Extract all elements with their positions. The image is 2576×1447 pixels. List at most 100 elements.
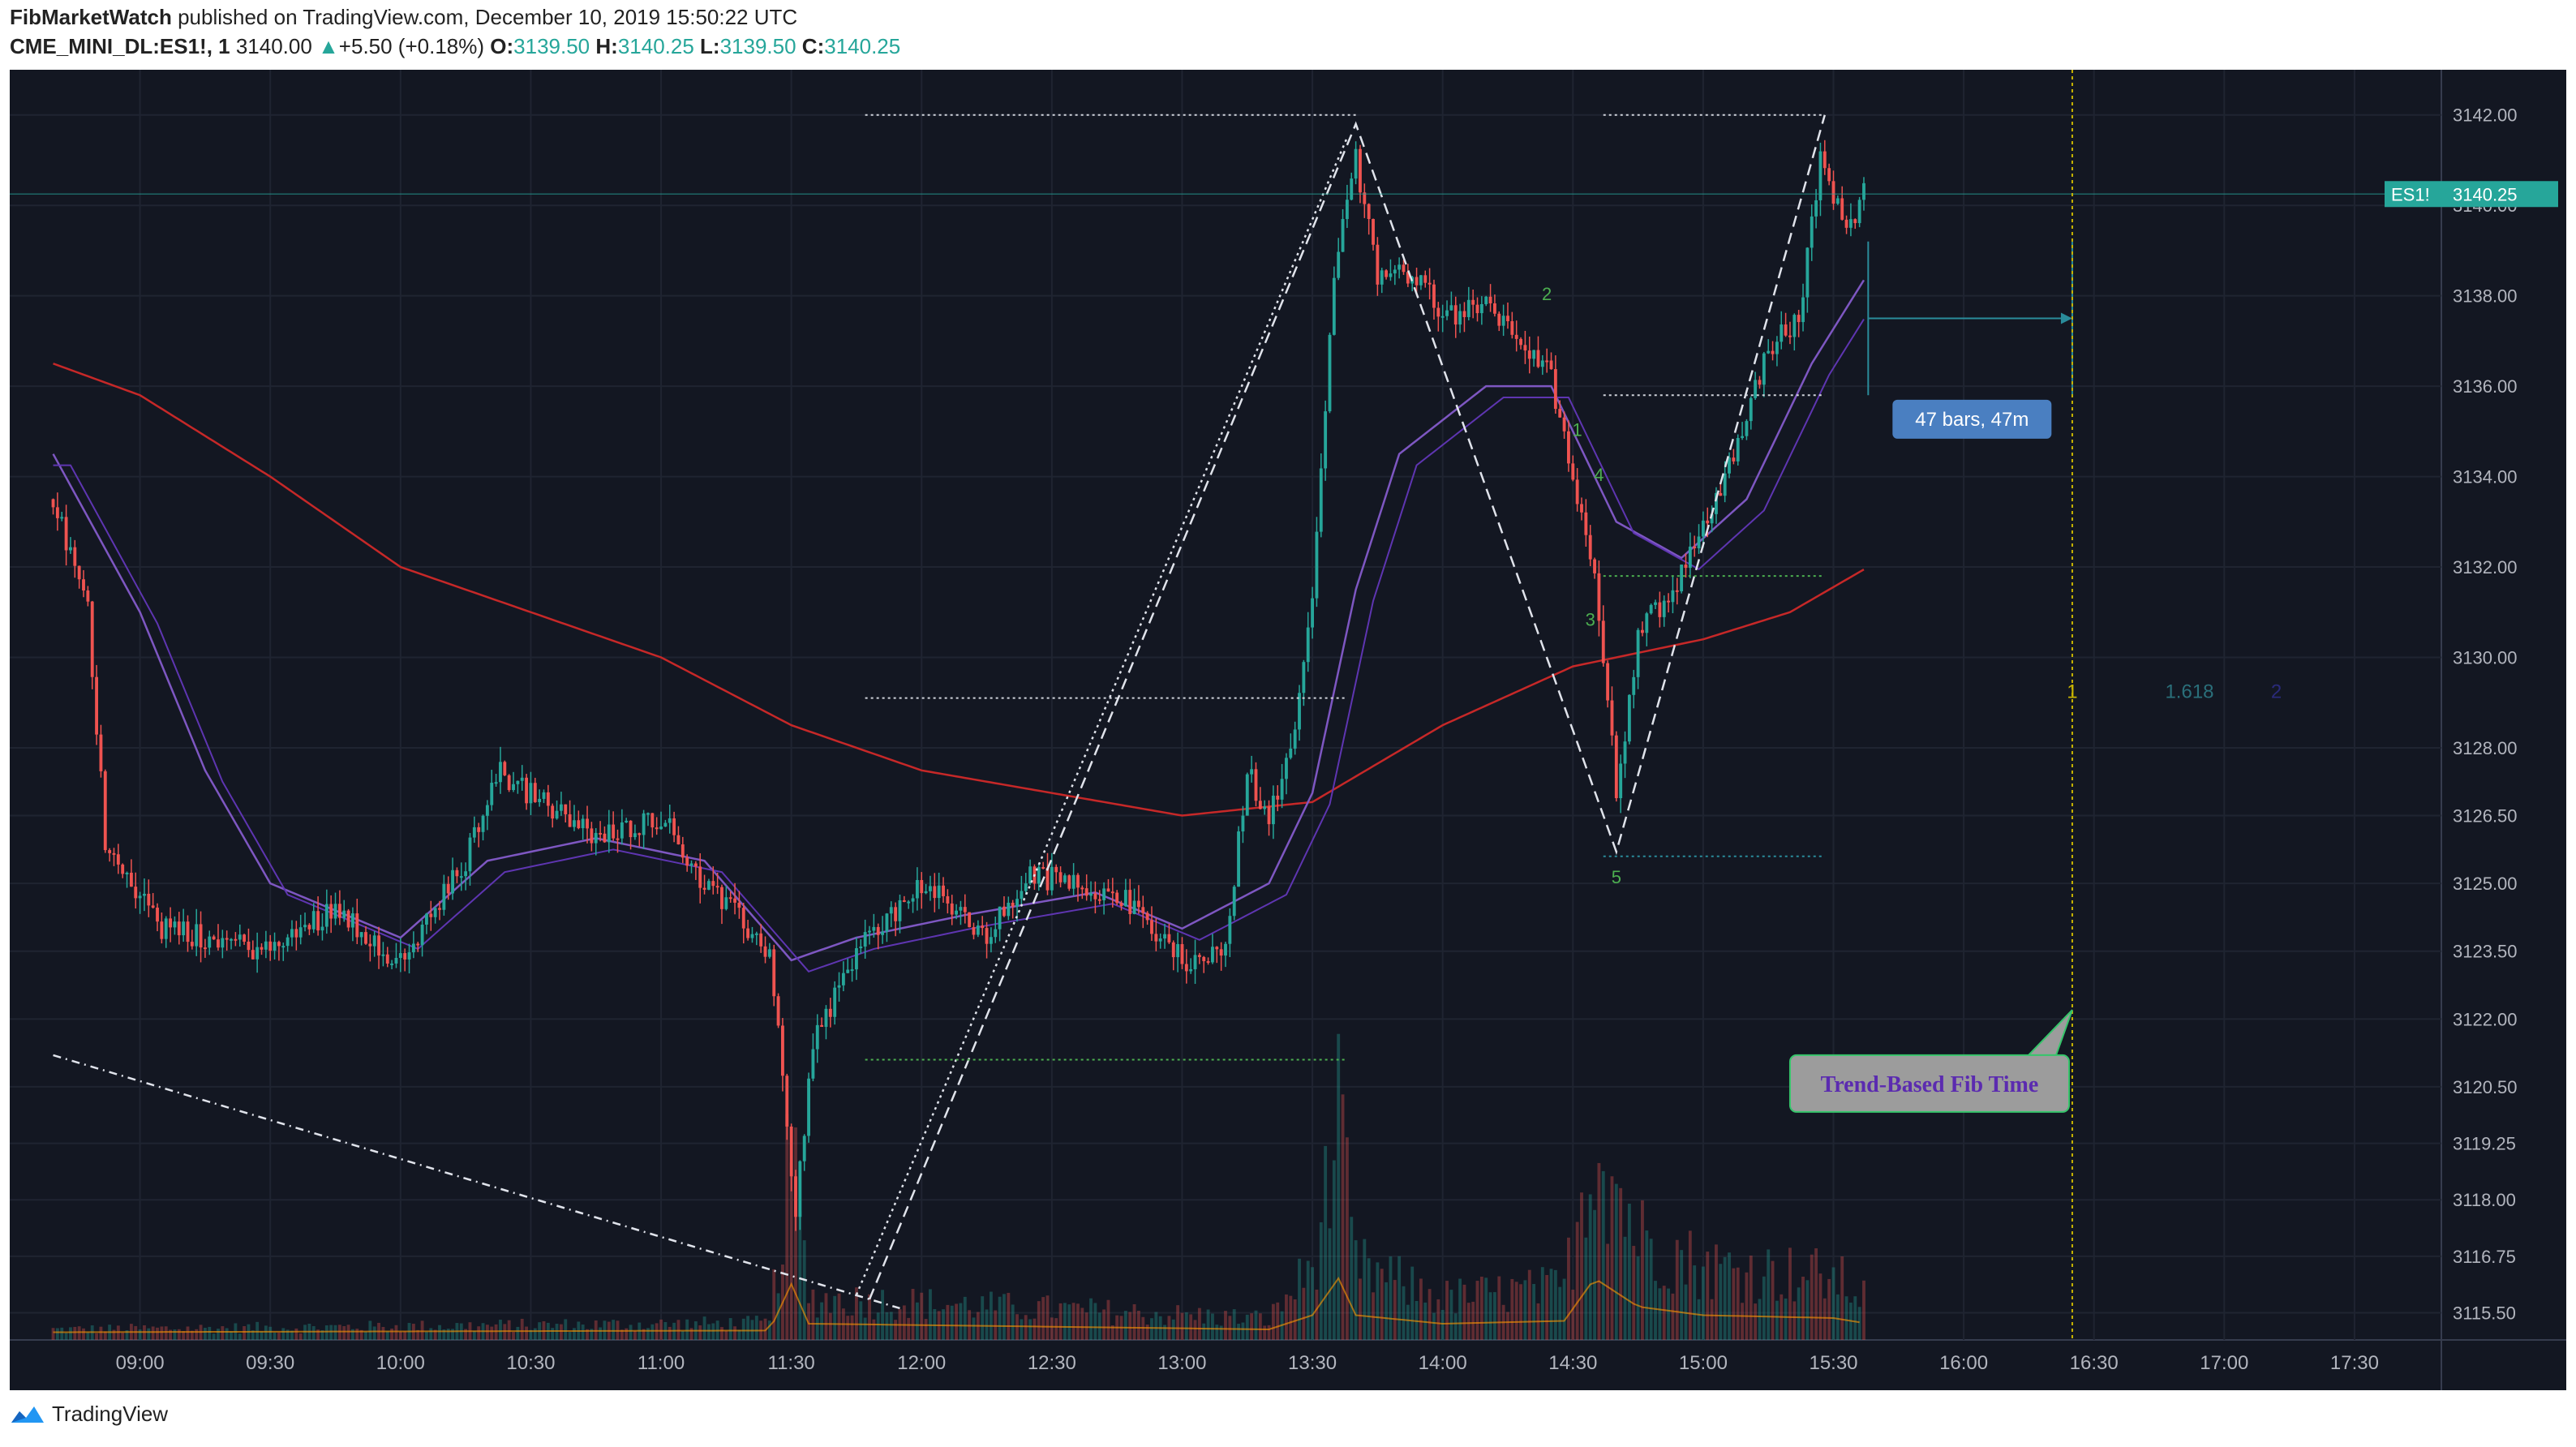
fib-time-zones: 1 1.618 2 — [2067, 70, 2282, 1340]
candle-body — [546, 792, 550, 806]
candle-body — [781, 1025, 784, 1076]
candle-body — [698, 866, 702, 888]
candle-body — [767, 949, 771, 957]
volume-bar — [1532, 1283, 1536, 1340]
volume-bar — [351, 1329, 354, 1340]
candle-body — [1237, 831, 1240, 887]
candle-body — [1419, 275, 1423, 286]
volume-bar — [633, 1330, 637, 1340]
tradingview-logo[interactable]: TradingView — [10, 1402, 168, 1427]
candle-body — [1831, 181, 1835, 204]
candle-body — [981, 925, 985, 929]
candle-body — [1732, 457, 1736, 462]
ema-fast-line — [52, 279, 1865, 962]
candle-body — [316, 911, 320, 931]
volume-bar — [1389, 1256, 1393, 1340]
candle-body — [889, 907, 893, 914]
symbol-label[interactable]: CME_MINI_DL:ES1!, 1 — [10, 34, 230, 58]
candle-body — [1567, 431, 1570, 464]
volume-bar — [1844, 1296, 1848, 1340]
volume-bar — [69, 1327, 72, 1340]
volume-bar — [164, 1326, 168, 1340]
candle-body — [77, 565, 81, 580]
volume-bar — [1137, 1310, 1140, 1340]
volume-bar — [512, 1332, 515, 1340]
candle-body — [1827, 168, 1831, 182]
volume-bar — [1701, 1266, 1705, 1340]
candle-body — [720, 887, 723, 909]
candle-body — [898, 900, 902, 921]
candle-body — [1193, 955, 1197, 969]
candle-body — [794, 1176, 797, 1217]
volume-bar — [1567, 1237, 1570, 1340]
candle-body — [841, 973, 845, 985]
volume-bar — [720, 1327, 723, 1340]
author-name[interactable]: FibMarketWatch — [10, 5, 172, 29]
candle-body — [646, 813, 650, 815]
candle-body — [1350, 178, 1354, 200]
candle-body — [143, 893, 146, 896]
volume-bar — [1458, 1278, 1462, 1340]
change-arrow-icon: ▲ — [318, 34, 339, 58]
volume-bar — [1667, 1288, 1670, 1340]
candle-body — [1067, 875, 1071, 889]
candle-body — [1063, 875, 1067, 882]
volume-bar — [911, 1288, 915, 1340]
candle-body — [1020, 891, 1024, 900]
volume-bar — [1071, 1303, 1075, 1340]
candle-body — [1280, 779, 1284, 800]
candle-body — [1479, 303, 1483, 314]
candle-body — [1232, 887, 1236, 917]
volume-bar — [1835, 1294, 1840, 1340]
candle-body — [1710, 513, 1714, 524]
volume-bar — [950, 1305, 954, 1340]
candle-body — [385, 954, 389, 964]
candle-body — [525, 777, 529, 804]
volume-bar — [1337, 1033, 1341, 1340]
volume-bar — [1324, 1145, 1328, 1340]
candle-body — [1393, 269, 1397, 274]
volume-bar — [1680, 1250, 1684, 1340]
volume-bar — [1202, 1323, 1206, 1340]
volume-bar — [290, 1330, 294, 1340]
volume-bar — [1176, 1305, 1180, 1340]
chart-area[interactable]: 3142.003140.003138.003136.003134.003132.… — [10, 70, 2566, 1390]
volume-bar — [1797, 1287, 1801, 1340]
candle-body — [1206, 961, 1210, 964]
candle-body — [1293, 729, 1297, 749]
candle-body — [1588, 535, 1592, 560]
volume-bar — [929, 1289, 932, 1340]
price-chart[interactable]: 3142.003140.003138.003136.003134.003132.… — [10, 70, 2566, 1390]
ema-slow-line — [53, 363, 1865, 817]
measure-label-text: 47 bars, 47m — [1915, 409, 2029, 431]
volume-bar — [824, 1293, 828, 1340]
volume-bar — [1466, 1303, 1470, 1340]
volume-bar — [243, 1325, 247, 1340]
volume-bar — [451, 1329, 454, 1340]
volume-bar — [121, 1332, 125, 1340]
volume-bar — [156, 1327, 159, 1340]
candle-body — [1745, 421, 1749, 436]
candle-body — [1123, 890, 1127, 907]
candle-body — [273, 942, 277, 951]
candle-body — [390, 963, 394, 965]
last-price: 3140.00 — [235, 34, 312, 58]
candle-body — [1510, 321, 1514, 335]
volume-bar — [698, 1325, 702, 1340]
candle-body — [959, 907, 963, 911]
x-tick-label: 13:30 — [1288, 1352, 1337, 1374]
candle-body — [907, 901, 911, 904]
volume-bar — [724, 1330, 728, 1340]
candle-body — [590, 828, 594, 844]
volume-bar — [311, 1325, 316, 1340]
volume-bar — [1601, 1170, 1605, 1340]
volume-bar — [668, 1326, 672, 1340]
candle-body — [1037, 867, 1041, 884]
volume-bar — [907, 1317, 911, 1340]
x-tick-label: 14:00 — [1419, 1352, 1467, 1374]
candle-body — [438, 908, 441, 910]
candle-body — [1050, 866, 1054, 891]
candle-body — [1397, 264, 1402, 270]
y-tick-label: 3138.00 — [2453, 286, 2518, 307]
candle-body — [828, 1008, 832, 1017]
